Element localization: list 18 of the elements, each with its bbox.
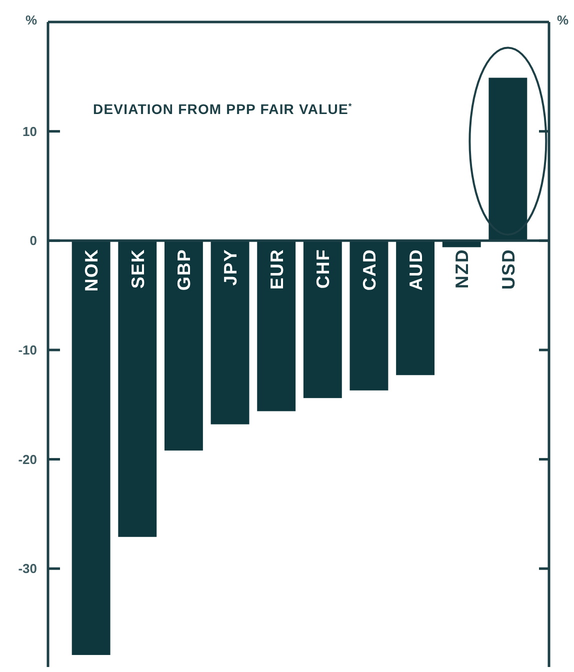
x-tick-label: AUD <box>406 248 426 291</box>
y-axis-title: % <box>25 12 38 28</box>
text: DEVIATION FROM PPP FAIR VALUE$^{*}$ <box>93 101 352 117</box>
x-tick-label: NOK <box>82 248 102 292</box>
x-tick-label: NZD <box>452 248 472 289</box>
y-tick-label: -30 <box>18 561 37 576</box>
x-tick-label: USD <box>498 248 518 290</box>
x-tick-label: EUR <box>266 248 287 290</box>
x-tick-label: CHF <box>313 248 334 289</box>
x-tick-label: GBP <box>174 248 194 291</box>
x-tick-label: JPY <box>220 248 241 286</box>
y-tick-label: -20 <box>18 452 37 467</box>
x-tick-label: CAD <box>359 248 380 291</box>
x-tick-label: SEK <box>128 248 148 289</box>
y-tick-label: -10 <box>18 342 37 358</box>
y-tick-label: 10 <box>22 124 37 139</box>
y-tick-label: 0 <box>30 233 37 248</box>
y2-axis-title: % <box>557 12 569 28</box>
